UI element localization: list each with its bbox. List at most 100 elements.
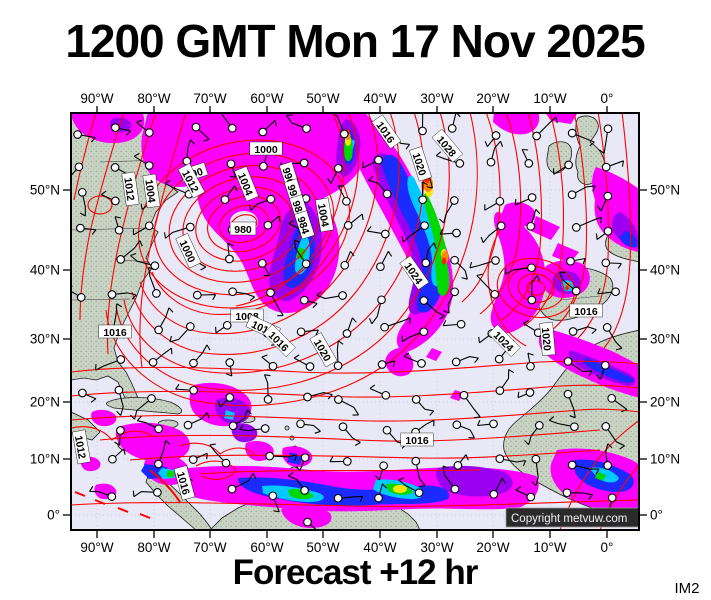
wind-barb <box>107 290 137 300</box>
wind-barb <box>337 185 351 206</box>
wind-barb <box>563 389 576 419</box>
svg-text:984: 984 <box>294 215 311 236</box>
wind-barb <box>526 352 535 371</box>
latitude-label-right: 0° <box>650 508 663 523</box>
longitude-label-bottom: 20°W <box>476 540 509 555</box>
station-circle <box>144 161 154 170</box>
wind-barb <box>192 290 217 301</box>
station-circle <box>603 226 613 236</box>
wind-barb <box>136 119 154 137</box>
wind-barb <box>524 421 544 446</box>
station-circle <box>379 461 388 471</box>
station-circle <box>342 329 352 338</box>
isobar-label: 1016 <box>400 432 434 447</box>
wind-barb <box>332 113 349 139</box>
station-circle <box>377 360 387 369</box>
wind-barb <box>421 242 437 268</box>
wind-barb <box>227 473 257 494</box>
antilles-island <box>284 425 290 431</box>
station-circle <box>491 256 500 265</box>
latitude-label-left: 0° <box>47 508 60 523</box>
station-circle <box>263 395 273 404</box>
wind-barb <box>77 187 87 217</box>
wind-barb <box>114 385 124 416</box>
wind-barb <box>514 193 537 206</box>
station-circle <box>227 484 237 494</box>
station-circle <box>116 426 125 435</box>
wind-barb <box>182 139 195 166</box>
wind-barb <box>476 273 500 299</box>
station-circle <box>382 425 392 435</box>
longitude-label-top: 50°W <box>306 91 339 106</box>
station-circle <box>222 320 232 330</box>
station-circle <box>154 424 163 434</box>
wind-barb <box>489 478 506 499</box>
station-circle <box>607 393 617 403</box>
wind-barb <box>78 388 97 403</box>
station-circle <box>268 491 278 501</box>
longitude-label-top: 20°W <box>476 91 509 106</box>
station-circle <box>453 461 463 470</box>
station-circle <box>534 421 544 430</box>
station-circle <box>228 421 238 431</box>
wind-barb <box>597 287 620 297</box>
wind-barb <box>595 226 613 240</box>
svg-text:1016: 1016 <box>103 327 127 339</box>
station-circle <box>527 193 537 202</box>
station-circle <box>450 255 459 265</box>
isobar-label: 1004 <box>142 173 161 209</box>
latitude-label-right: 10°N <box>650 452 680 467</box>
copyright-label: Copyright metvuw.com <box>511 513 627 525</box>
station-circle <box>189 385 198 395</box>
station-circle <box>183 420 193 430</box>
station-circle <box>77 187 87 197</box>
precip-heavy-blue <box>141 128 638 506</box>
wind-barb <box>189 344 211 368</box>
wind-barb <box>228 287 255 302</box>
wind-barb <box>380 317 412 332</box>
isobar-label: 1012 <box>121 171 140 207</box>
station-circle <box>374 493 383 503</box>
station-circle <box>150 261 160 271</box>
wind-barb <box>366 226 390 239</box>
longitude-label-bottom: 30°W <box>420 540 453 555</box>
station-circle <box>602 323 612 332</box>
isobar-label: 1020 <box>539 322 556 356</box>
svg-text:1004: 1004 <box>315 203 331 228</box>
station-circle <box>452 228 461 238</box>
station-circle <box>191 122 201 132</box>
station-circle <box>421 258 431 268</box>
station-circle <box>144 221 154 231</box>
wind-barb <box>343 213 364 230</box>
wind-barb <box>239 424 270 433</box>
station-circle <box>600 360 610 370</box>
station-circle <box>495 386 505 395</box>
wind-barb <box>531 454 541 487</box>
svg-text:1004: 1004 <box>142 179 157 204</box>
svg-text:1000: 1000 <box>254 144 278 156</box>
station-circle <box>296 327 306 337</box>
wind-barb <box>495 369 515 395</box>
station-circle <box>116 355 126 364</box>
station-circle <box>74 162 84 172</box>
station-circle <box>447 124 457 133</box>
isobar-label: 1016 <box>569 303 603 318</box>
wind-barb <box>225 358 235 377</box>
wind-barb <box>333 340 344 371</box>
wind-barb <box>418 113 427 136</box>
wind-barb <box>562 488 594 500</box>
station-circle <box>414 488 424 498</box>
station-circle <box>221 458 231 468</box>
station-circle <box>114 225 124 235</box>
wind-barb <box>442 319 466 329</box>
wind-barb <box>316 291 347 300</box>
station-circle <box>380 229 390 239</box>
station-circle <box>107 492 117 501</box>
wind-barb <box>548 416 579 432</box>
wind-barb <box>486 140 504 167</box>
latitude-label-right: 40°N <box>650 263 680 278</box>
station-circle <box>489 419 498 429</box>
wind-barb <box>175 383 198 395</box>
